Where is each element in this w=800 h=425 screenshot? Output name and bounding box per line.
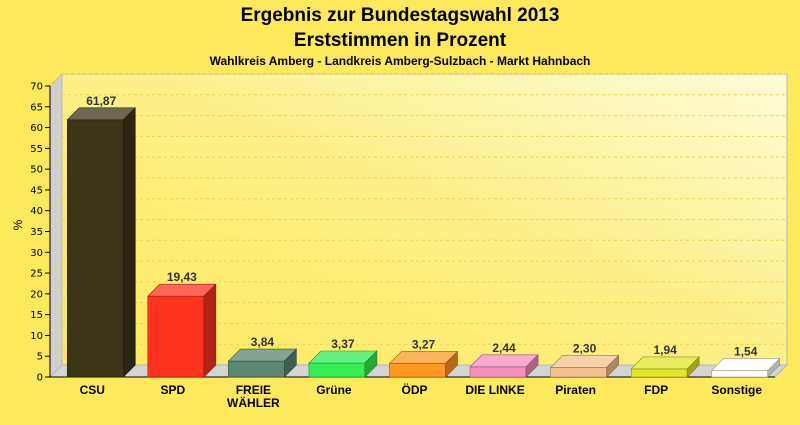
y-tick-label: 20 xyxy=(30,289,43,300)
data-label: 3,37 xyxy=(331,337,355,351)
data-label: 2,44 xyxy=(492,341,516,355)
bar-side xyxy=(284,348,297,378)
y-tick-label: 45 xyxy=(30,185,43,196)
data-label: 3,27 xyxy=(412,337,436,351)
gridline-side xyxy=(49,156,63,170)
x-tick-label: SPD xyxy=(160,383,185,397)
data-label: 19,43 xyxy=(167,270,197,284)
y-tick-label: 5 xyxy=(37,352,43,363)
bar-side xyxy=(364,350,378,378)
gridline-side xyxy=(49,219,63,232)
bar xyxy=(389,363,446,378)
gridline-side xyxy=(49,198,63,212)
y-tick-label: 25 xyxy=(30,269,43,280)
x-tick-label: ÖDP xyxy=(401,382,427,397)
bar xyxy=(66,119,124,378)
x-tick-label: FDP xyxy=(644,383,668,397)
y-tick-label: 0 xyxy=(37,373,43,384)
data-label: 1,94 xyxy=(653,343,677,357)
x-tick-label: DIE LINKE xyxy=(465,383,524,397)
bar xyxy=(550,367,607,378)
gridline-side xyxy=(49,73,63,87)
bar-side xyxy=(203,283,217,378)
gridline-side xyxy=(49,323,63,336)
y-tick-label: 70 xyxy=(30,82,43,93)
bar-side xyxy=(767,357,781,378)
y-tick-label: 60 xyxy=(30,123,43,134)
y-tick-label: 35 xyxy=(30,227,43,238)
x-tick-label: WÄHLER xyxy=(227,395,280,410)
bar-side xyxy=(122,107,136,378)
chart-title-line2: Erststimmen in Prozent xyxy=(294,30,507,51)
y-tick-label: 15 xyxy=(30,310,43,321)
gridline-side xyxy=(49,115,63,128)
gridline-side xyxy=(49,136,63,149)
gridline-side xyxy=(49,281,63,295)
y-tick-label: 65 xyxy=(30,102,43,113)
bar-side xyxy=(445,350,458,378)
bar-side xyxy=(525,354,539,378)
y-tick-label: 30 xyxy=(30,248,43,259)
bar xyxy=(308,362,366,378)
y-axis-label: % xyxy=(11,219,25,230)
gridline-side xyxy=(49,94,63,108)
data-label: 2,30 xyxy=(573,341,597,355)
data-label: 61,87 xyxy=(86,94,116,108)
bar-side xyxy=(686,356,700,378)
y-tick-label: 55 xyxy=(30,144,43,155)
x-tick-label: Grüne xyxy=(316,383,352,397)
bar xyxy=(630,368,688,378)
y-tick-label: 10 xyxy=(30,331,43,342)
y-tick-label: 40 xyxy=(30,206,43,217)
bar xyxy=(711,370,769,378)
x-tick-label: Sonstige xyxy=(711,383,762,397)
gridline-side xyxy=(49,343,63,357)
x-tick-label: FREIE xyxy=(236,383,271,397)
bar xyxy=(469,366,527,378)
bar-side xyxy=(606,354,619,378)
data-label: 3,84 xyxy=(251,335,275,349)
chart-title: Ergebnis zur Bundestagswahl 2013 xyxy=(241,5,560,26)
chart-subtitle: Wahlkreis Amberg - Landkreis Amberg-Sulz… xyxy=(210,54,591,68)
gridline-side xyxy=(49,177,63,191)
y-tick-label: 50 xyxy=(30,165,43,176)
data-label: 1,54 xyxy=(734,345,758,359)
gridline-side xyxy=(49,239,63,253)
x-tick-label: Piraten xyxy=(555,383,596,397)
bar xyxy=(147,295,205,378)
bar xyxy=(228,360,285,378)
x-tick-label: CSU xyxy=(80,383,105,397)
gridline-side xyxy=(49,302,63,315)
gridline-side xyxy=(49,260,63,274)
